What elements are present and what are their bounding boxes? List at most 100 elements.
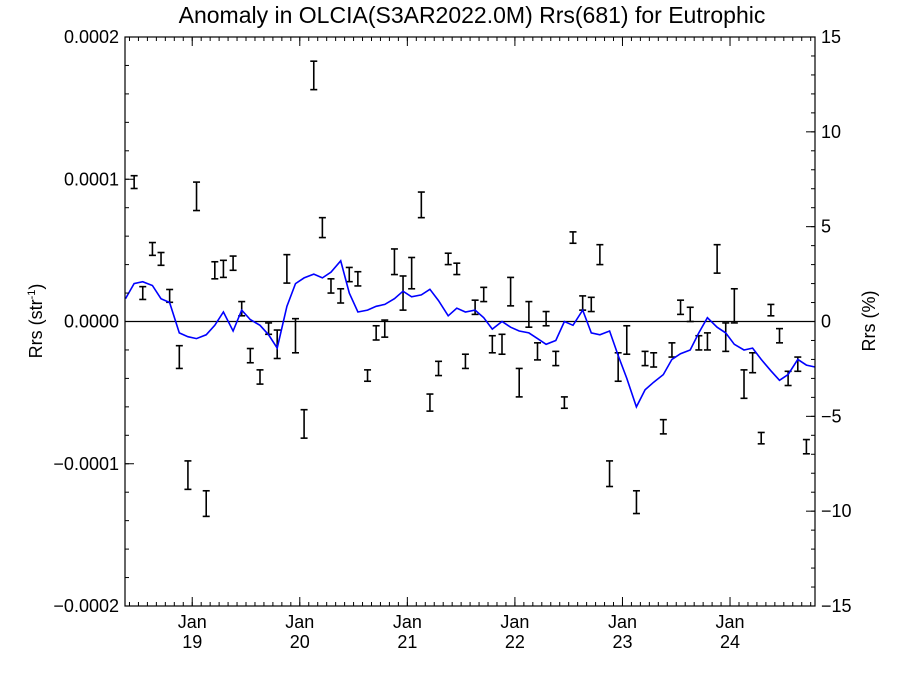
x-tick-month: Jan [608,612,637,632]
data-layer [124,60,816,518]
error-bar-point [219,259,227,279]
error-bar-point [579,295,587,311]
x-tick-year: 24 [720,632,740,652]
error-bar-point [256,369,264,385]
x-tick-year: 20 [290,632,310,652]
error-bar-point [749,351,757,374]
x-tick-month: Jan [285,612,314,632]
left-tick-label: −0.0001 [53,454,119,474]
right-tick-label: 10 [821,122,841,142]
x-tick-year: 23 [612,632,632,652]
error-bar-point [596,243,604,266]
error-bar-point [300,408,308,439]
error-bar-point [310,60,318,91]
error-bar-point [139,285,147,301]
x-tick-month: Jan [716,612,745,632]
error-bar-point [542,310,550,327]
error-bar-point [175,344,183,370]
error-bar-point [148,241,156,257]
left-tick-label: 0.0000 [64,312,119,332]
error-bar-point [202,489,210,518]
error-bar-point [776,327,784,344]
error-bar-point [686,306,694,323]
error-bar-point [650,351,658,368]
error-bar-point [560,396,568,410]
error-bar-point [157,251,165,267]
error-bar-point [569,231,577,245]
error-bar-point [507,276,515,307]
error-bar-point [130,174,138,190]
error-bar-point [417,191,425,219]
error-bar-point [364,369,372,383]
left-axis-title-close: ) [26,284,46,290]
left-tick-label: 0.0002 [64,27,119,47]
right-tick-label: 0 [821,312,831,332]
x-tick-year: 19 [182,632,202,652]
error-bar-point [552,350,560,367]
error-bar-point [354,270,362,287]
error-bar-point [283,253,291,284]
error-bar-point [498,333,506,356]
error-bar-point [488,334,496,354]
right-tick-label: 15 [821,27,841,47]
error-bar-point [318,216,326,239]
error-bar-point [461,353,469,370]
left-axis-title-main: Rrs (str [26,299,46,358]
error-bar-point [659,418,667,435]
error-bar-point [587,296,595,313]
error-bar-point [632,489,640,515]
x-tick-year: 21 [397,632,417,652]
error-bar-point [193,181,201,212]
error-bar-point [408,256,416,290]
error-bar-point [246,347,254,364]
error-bar-point [435,360,443,377]
error-bar-point [757,431,765,445]
error-bar-point [273,329,281,360]
error-bar-point [211,260,219,280]
x-tick-month: Jan [500,612,529,632]
error-bar-point [390,248,398,276]
error-bar-point [291,317,299,354]
error-bar-point [623,324,631,356]
x-tick-month: Jan [393,612,422,632]
right-tick-label: −15 [821,596,852,616]
error-bar-point [327,278,335,294]
left-tick-label: 0.0001 [64,169,119,189]
error-bar-point [606,460,614,488]
chart-title: Anomaly in OLCIA(S3AR2022.0M) Rrs(681) f… [179,2,766,28]
error-bar-point [730,287,738,324]
error-bar-point [722,322,730,353]
error-bar-point [677,299,685,316]
error-bar-point [426,393,434,412]
error-bar-point [641,350,649,367]
x-tick-year: 22 [505,632,525,652]
left-axis-title: Rrs (str-1) [26,284,46,359]
error-bar-point [444,252,452,266]
error-bar-point [229,255,237,272]
error-bar-point [372,324,380,341]
error-bar-point [767,303,775,317]
right-tick-label: −5 [821,406,842,426]
error-bar-point [399,275,407,311]
error-bar-point [381,319,389,338]
error-bar-point [668,342,676,358]
error-bar-point [337,287,345,304]
error-bar-point [515,367,523,398]
error-bar-point [703,332,711,351]
left-tick-label: −0.0002 [53,596,119,616]
error-bar-point [740,369,748,400]
axes: 0.0002 0.0001 0.0000 −0.0001 −0.0002 15 10 5 0 −5… [53,27,851,652]
error-bar-point [184,460,192,491]
error-bar-point [453,262,461,276]
percent-anomaly-line [124,259,816,409]
error-bar-point [345,266,353,283]
x-tick-month: Jan [178,612,207,632]
error-bar-point [533,342,541,361]
error-bar-point [802,438,810,455]
right-axis-title: Rrs (%) [859,291,879,352]
error-bar-point [525,300,533,328]
error-bar-point [471,299,479,316]
left-axis-title-superscript: -1 [26,290,38,300]
right-tick-label: 5 [821,217,831,237]
